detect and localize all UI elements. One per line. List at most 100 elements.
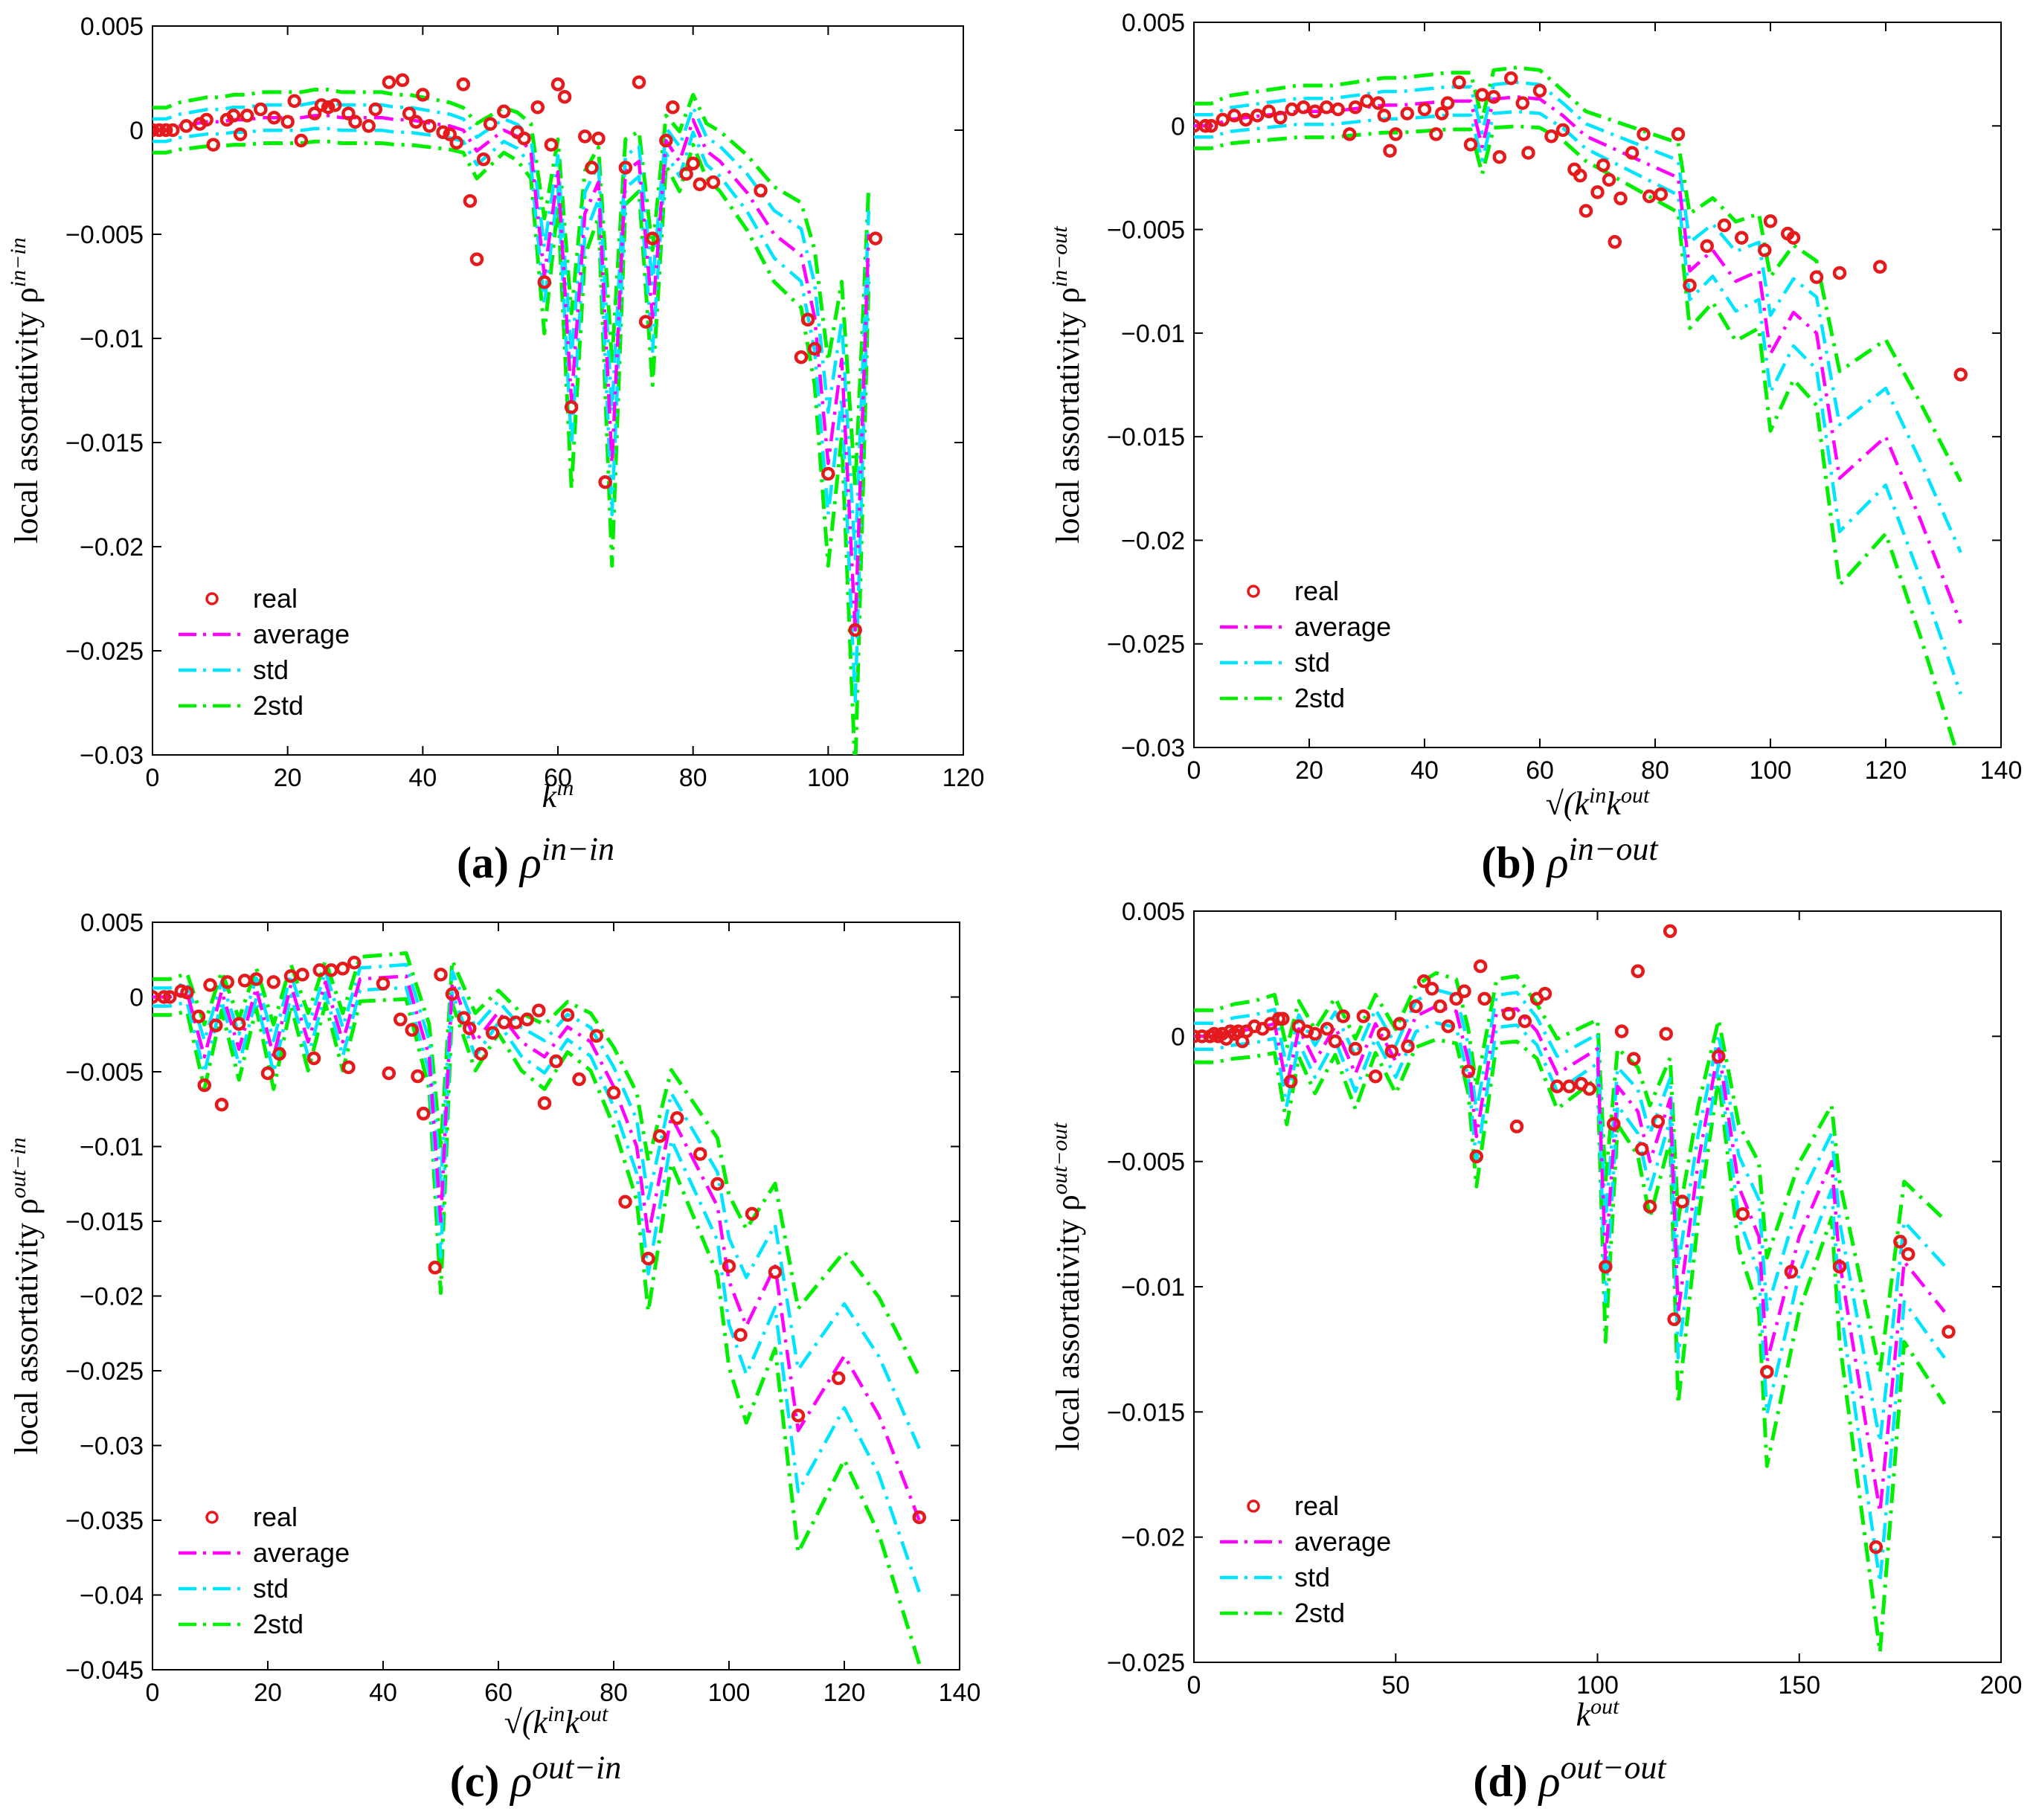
y-axis-label-main: local assortativity ρ	[1050, 287, 1086, 544]
real-point	[1625, 146, 1640, 160]
y-tick-label: 0	[129, 117, 144, 145]
series-std-upper	[152, 962, 921, 1450]
panel-c: 0 20 40 60 80 100 120 140 0.005 0 −0.005 −0.01 −0.01…	[6, 909, 981, 1806]
real-point	[249, 972, 263, 986]
real-point	[463, 193, 478, 208]
plot-content	[1194, 65, 1968, 747]
real-point	[1368, 1069, 1383, 1084]
real-point	[1683, 278, 1697, 293]
series-2std-upper	[152, 88, 871, 489]
real-point	[1544, 129, 1558, 144]
real-point	[1786, 231, 1801, 245]
real-point	[436, 125, 450, 140]
real-point	[449, 135, 463, 150]
series-average	[1194, 1004, 1946, 1514]
caption-sup: in−in	[542, 831, 614, 867]
real-point	[1239, 112, 1253, 127]
real-point	[1700, 239, 1714, 254]
series-2std-lower	[1194, 124, 1958, 747]
real-point	[335, 962, 350, 976]
panel-a: 0 20 40 60 80 100 120 0.005 0 −0.005 −0.01 −0.015 −0…	[6, 13, 985, 887]
real-point	[411, 1069, 425, 1084]
real-point	[1416, 974, 1431, 988]
panel-caption: (a) ρin−in	[457, 831, 614, 888]
real-point	[1425, 982, 1439, 996]
real-point	[382, 75, 396, 89]
panel-caption: (d) ρout−out	[1473, 1749, 1667, 1807]
y-tick-label: −0.02	[80, 1283, 144, 1311]
real-point	[638, 315, 653, 329]
caption-symbol: ρ	[518, 838, 542, 887]
y-tick-label: −0.045	[65, 1656, 144, 1685]
y-axis-label-sup: in−out	[1047, 226, 1072, 288]
y-tick-label: −0.015	[65, 429, 144, 457]
real-point	[180, 985, 194, 1000]
x-axis-label-main: √(k	[504, 1704, 549, 1740]
real-point	[666, 100, 680, 115]
real-point	[1614, 1024, 1629, 1038]
y-tick-label: 0	[1171, 112, 1185, 141]
real-point	[368, 102, 382, 117]
real-point	[1227, 109, 1242, 123]
legend-entry-2std: 2std	[1294, 1598, 1345, 1628]
real-point	[1384, 1044, 1399, 1058]
real-point	[191, 1009, 206, 1023]
real-point	[520, 1012, 534, 1026]
y-tick-label: −0.02	[1121, 1524, 1185, 1552]
real-point	[1473, 959, 1488, 974]
y-tick-label: −0.025	[65, 637, 144, 666]
real-point	[768, 1265, 783, 1279]
legend-marker-real	[1247, 585, 1260, 598]
real-point	[1869, 1540, 1884, 1554]
real-point	[394, 1012, 408, 1026]
x-tick-label: 20	[1295, 756, 1323, 785]
real-point	[645, 231, 660, 245]
caption-prefix: (b)	[1481, 838, 1547, 887]
x-tick-label: 100	[708, 1679, 751, 1707]
legend-entry-average: average	[253, 619, 350, 649]
real-point	[1486, 90, 1501, 104]
real-point	[832, 1371, 846, 1386]
real-point	[1590, 185, 1605, 199]
real-point	[376, 977, 391, 991]
real-point	[1435, 106, 1449, 120]
real-point	[1195, 1029, 1210, 1044]
real-point	[1441, 1019, 1456, 1034]
legend-entry-2std: 2std	[253, 1609, 304, 1639]
real-point	[537, 1096, 552, 1110]
x-tick-label: 60	[544, 764, 572, 792]
x-tick-label: 150	[1778, 1671, 1820, 1700]
x-tick-label: 0	[1187, 1671, 1201, 1700]
real-point	[341, 1060, 356, 1075]
x-tick-label: 20	[254, 1679, 282, 1707]
legend-entry-std: std	[1294, 1562, 1330, 1592]
real-point	[1608, 235, 1622, 249]
x-axis-label: kout	[1576, 1694, 1620, 1734]
legend: real average std 2std	[179, 583, 350, 721]
y-tick-label: −0.015	[1107, 1398, 1185, 1427]
real-point	[417, 1107, 431, 1121]
real-point	[745, 1206, 760, 1221]
real-point	[1348, 1041, 1363, 1056]
real-point	[1393, 1017, 1407, 1031]
real-point	[220, 975, 234, 989]
x-tick-label: 120	[942, 764, 985, 792]
real-point	[1555, 123, 1570, 138]
series-2std-upper	[1194, 971, 1946, 1374]
real-point	[537, 275, 552, 289]
real-point	[1204, 119, 1218, 133]
x-axis-label-sup: out	[1590, 1694, 1619, 1719]
real-point	[226, 109, 241, 123]
real-point	[686, 156, 700, 171]
y-tick-label: −0.02	[80, 533, 144, 562]
real-point	[549, 1054, 563, 1069]
x-tick-label: 80	[1641, 756, 1669, 785]
legend-marker-real	[205, 1511, 219, 1524]
real-point	[197, 1078, 211, 1093]
real-point	[1521, 146, 1535, 160]
x-tick-label: 0	[1187, 756, 1201, 785]
real-point	[476, 152, 491, 167]
real-point	[1274, 110, 1288, 125]
real-point	[486, 1026, 500, 1040]
